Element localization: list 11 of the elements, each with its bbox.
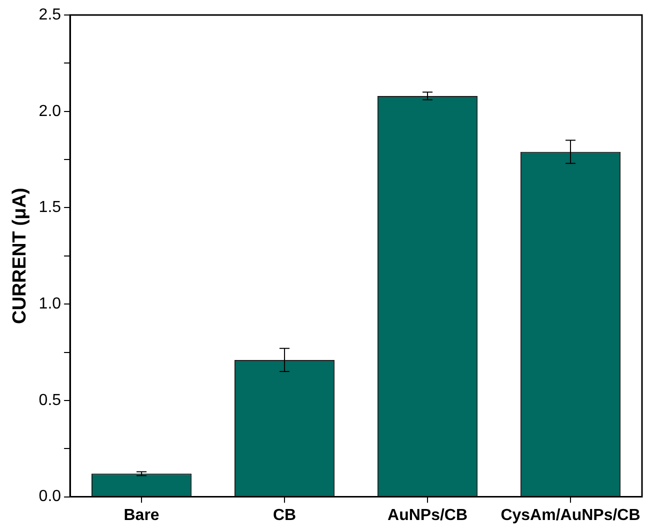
x-tick-label: Bare xyxy=(124,506,160,524)
y-tick-label: 0.5 xyxy=(38,392,62,409)
y-tick-label: 1.5 xyxy=(38,199,62,216)
y-tick-label: 2.5 xyxy=(38,6,62,24)
text: 0.0 xyxy=(38,488,62,506)
x-tick-label: AuNPs/CB xyxy=(388,506,468,524)
y-axis-title: CURRENT (μA) xyxy=(10,188,31,324)
x-tick-label: CysAm/AuNPs/CB xyxy=(500,506,640,524)
text: 2.0 xyxy=(38,102,62,120)
x-tick-label: CB xyxy=(272,506,296,524)
text: 1.0 xyxy=(38,295,62,312)
